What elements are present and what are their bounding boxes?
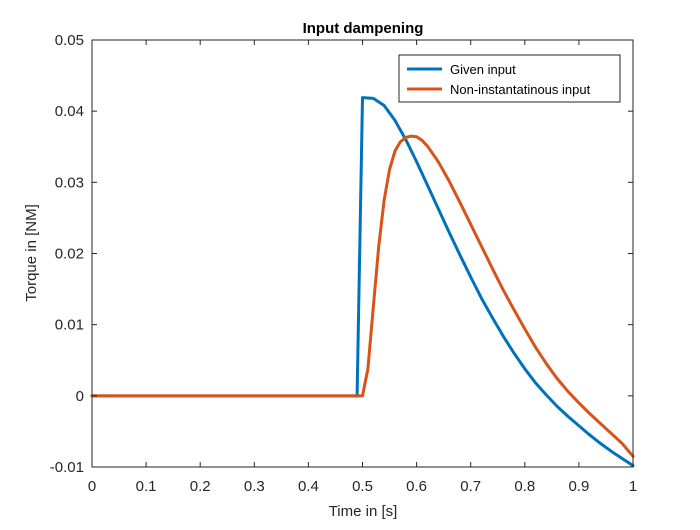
x-tick-label: 0.7	[460, 478, 481, 495]
x-tick-label: 0.2	[190, 478, 211, 495]
y-tick-label: 0.03	[55, 174, 84, 191]
legend: Given input Non-instantatinous input	[398, 54, 621, 103]
y-tick-label: 0.01	[55, 317, 84, 334]
x-tick-label: 0.1	[136, 478, 157, 495]
x-tick-label: 0	[88, 478, 96, 495]
x-tick-label: 0.6	[406, 478, 427, 495]
series-line-1	[90, 96, 635, 468]
x-tick-label: 1	[629, 478, 637, 495]
x-tick-label: 0.5	[352, 478, 373, 495]
y-tick-label: -0.01	[50, 459, 84, 476]
y-tick-label: 0.02	[55, 246, 84, 263]
y-tick-label: 0.05	[55, 32, 84, 49]
y-tick-label: 0	[76, 388, 84, 405]
chart-title: Input dampening	[303, 20, 424, 37]
x-tick-label: 0.4	[298, 478, 319, 495]
legend-label-1: Given input	[450, 62, 516, 77]
x-axis: 0 0.1 0.2 0.3 0.4 0.5 0.6 0.7 0.8 0.9 1	[88, 40, 637, 495]
y-axis: -0.01 0 0.01 0.02 0.03 0.04 0.05	[50, 32, 633, 476]
series-line-2	[90, 134, 635, 458]
series-layer	[90, 96, 635, 468]
x-tick-label: 0.9	[568, 478, 589, 495]
x-tick-label: 0.8	[514, 478, 535, 495]
legend-label-2: Non-instantatinous input	[450, 82, 591, 97]
x-axis-label: Time in [s]	[329, 503, 398, 520]
y-tick-label: 0.04	[55, 103, 84, 120]
y-axis-label: Torque in [NM]	[23, 204, 40, 302]
x-tick-label: 0.3	[244, 478, 265, 495]
legend-box	[398, 54, 621, 103]
